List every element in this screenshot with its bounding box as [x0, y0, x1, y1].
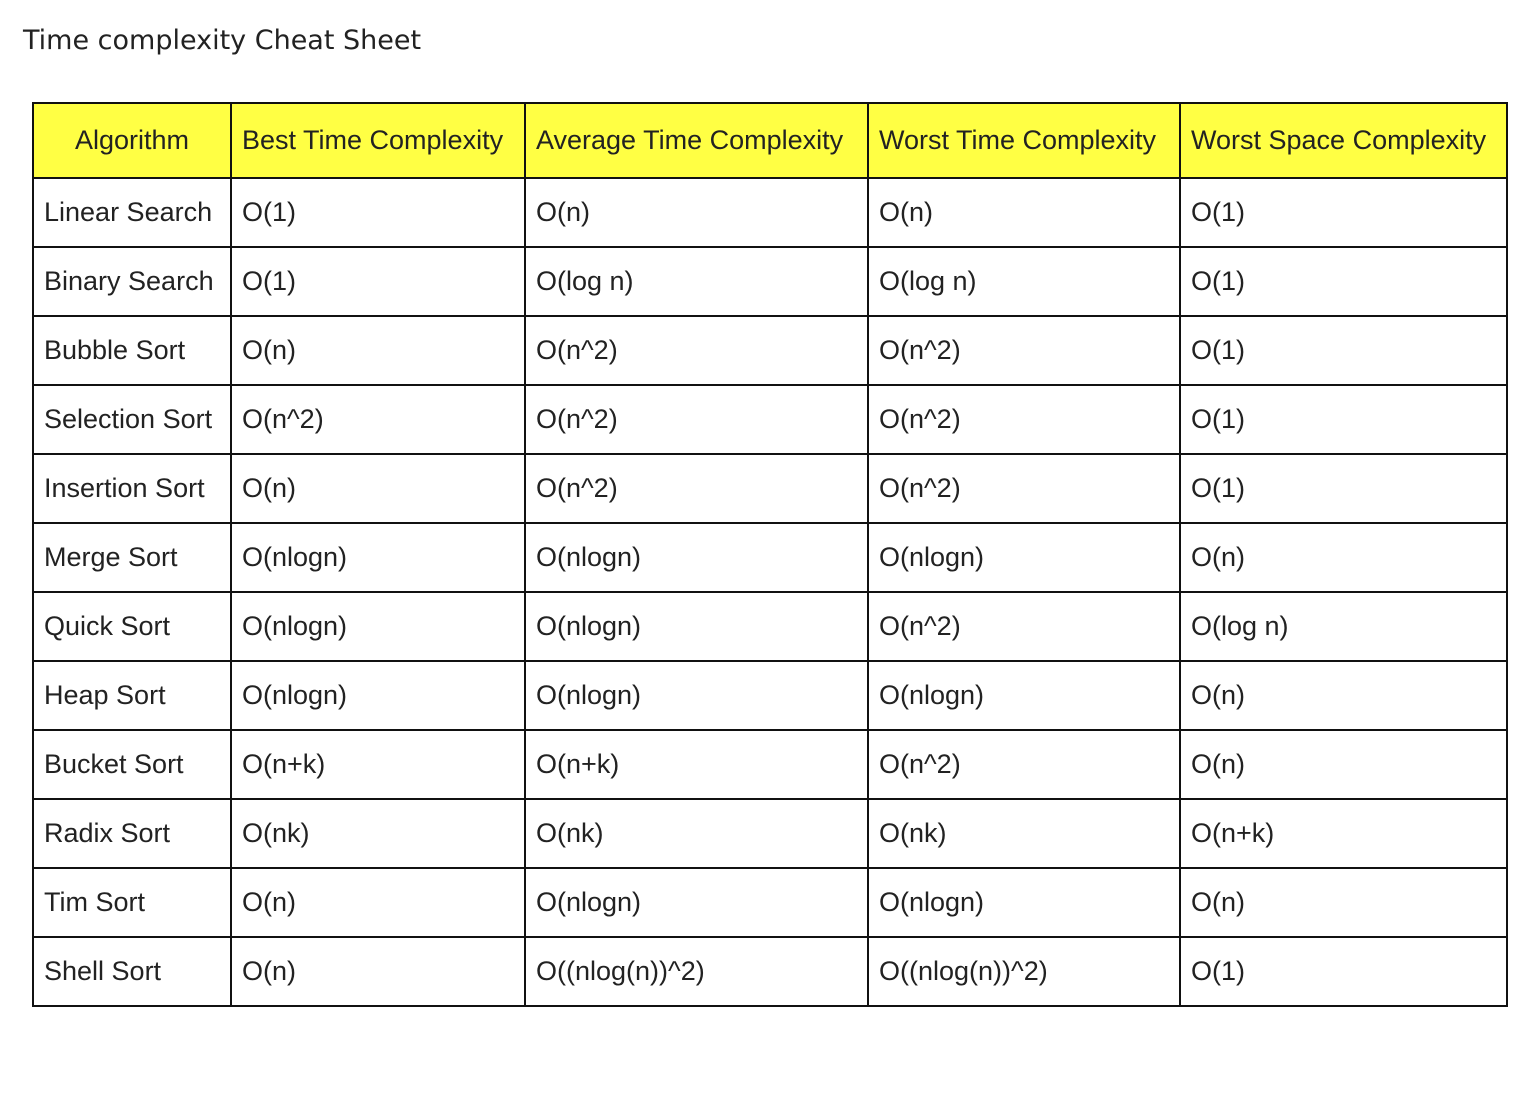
- cell-algorithm: Merge Sort: [32, 522, 232, 593]
- table-row: Heap Sort O(nlogn) O(nlogn) O(nlogn) O(n…: [32, 660, 1508, 731]
- cell-average-time: O(n^2): [524, 384, 869, 455]
- cell-best-time: O(n^2): [230, 384, 526, 455]
- header-worst-space: Worst Space Complexity: [1179, 102, 1508, 179]
- cell-best-time: O(n): [230, 453, 526, 524]
- cell-worst-time: O((nlog(n))^2): [867, 936, 1181, 1007]
- table-row: Radix Sort O(nk) O(nk) O(nk) O(n+k): [32, 798, 1508, 869]
- cell-worst-time: O(n^2): [867, 591, 1181, 662]
- cell-best-time: O(n): [230, 867, 526, 938]
- cell-worst-space: O(1): [1179, 384, 1508, 455]
- cell-worst-time: O(n^2): [867, 384, 1181, 455]
- cell-algorithm: Bubble Sort: [32, 315, 232, 386]
- cell-worst-time: O(n^2): [867, 453, 1181, 524]
- cell-algorithm: Insertion Sort: [32, 453, 232, 524]
- cell-worst-space: O(n+k): [1179, 798, 1508, 869]
- cell-average-time: O(n+k): [524, 729, 869, 800]
- table-row: Bucket Sort O(n+k) O(n+k) O(n^2) O(n): [32, 729, 1508, 800]
- cell-algorithm: Tim Sort: [32, 867, 232, 938]
- cell-average-time: O(nlogn): [524, 660, 869, 731]
- cell-worst-space: O(1): [1179, 315, 1508, 386]
- header-worst-time: Worst Time Complexity: [867, 102, 1181, 179]
- cell-worst-space: O(n): [1179, 522, 1508, 593]
- table-row: Shell Sort O(n) O((nlog(n))^2) O((nlog(n…: [32, 936, 1508, 1007]
- table-row: Tim Sort O(n) O(nlogn) O(nlogn) O(n): [32, 867, 1508, 938]
- cell-algorithm: Heap Sort: [32, 660, 232, 731]
- table-row: Binary Search O(1) O(log n) O(log n) O(1…: [32, 246, 1508, 317]
- cell-worst-space: O(n): [1179, 729, 1508, 800]
- complexity-table: Algorithm Best Time Complexity Average T…: [32, 102, 1508, 1007]
- cell-best-time: O(n): [230, 936, 526, 1007]
- table-row: Bubble Sort O(n) O(n^2) O(n^2) O(1): [32, 315, 1508, 386]
- cell-best-time: O(1): [230, 177, 526, 248]
- cell-average-time: O(nlogn): [524, 522, 869, 593]
- header-best-time: Best Time Complexity: [230, 102, 526, 179]
- cell-best-time: O(nlogn): [230, 591, 526, 662]
- table-row: Merge Sort O(nlogn) O(nlogn) O(nlogn) O(…: [32, 522, 1508, 593]
- table-row: Insertion Sort O(n) O(n^2) O(n^2) O(1): [32, 453, 1508, 524]
- cell-average-time: O(nk): [524, 798, 869, 869]
- cell-algorithm: Binary Search: [32, 246, 232, 317]
- cell-best-time: O(n+k): [230, 729, 526, 800]
- cell-algorithm: Quick Sort: [32, 591, 232, 662]
- cell-worst-space: O(1): [1179, 936, 1508, 1007]
- table-row: Quick Sort O(nlogn) O(nlogn) O(n^2) O(lo…: [32, 591, 1508, 662]
- cell-algorithm: Selection Sort: [32, 384, 232, 455]
- cell-average-time: O(n^2): [524, 453, 869, 524]
- cell-best-time: O(nlogn): [230, 660, 526, 731]
- table-body: Linear Search O(1) O(n) O(n) O(1) Binary…: [32, 177, 1508, 1007]
- cell-worst-time: O(log n): [867, 246, 1181, 317]
- cell-worst-time: O(n^2): [867, 315, 1181, 386]
- cell-best-time: O(nk): [230, 798, 526, 869]
- cell-best-time: O(1): [230, 246, 526, 317]
- cell-worst-time: O(nlogn): [867, 660, 1181, 731]
- table-header-row: Algorithm Best Time Complexity Average T…: [32, 102, 1508, 179]
- cell-average-time: O((nlog(n))^2): [524, 936, 869, 1007]
- cell-worst-time: O(n^2): [867, 729, 1181, 800]
- cell-average-time: O(nlogn): [524, 591, 869, 662]
- cell-algorithm: Linear Search: [32, 177, 232, 248]
- cell-worst-space: O(1): [1179, 453, 1508, 524]
- cell-worst-space: O(1): [1179, 246, 1508, 317]
- cell-worst-time: O(nlogn): [867, 867, 1181, 938]
- cell-average-time: O(nlogn): [524, 867, 869, 938]
- cell-worst-time: O(nk): [867, 798, 1181, 869]
- cell-algorithm: Shell Sort: [32, 936, 232, 1007]
- cell-best-time: O(n): [230, 315, 526, 386]
- table-row: Selection Sort O(n^2) O(n^2) O(n^2) O(1): [32, 384, 1508, 455]
- page-title: Time complexity Cheat Sheet: [23, 25, 422, 56]
- cell-algorithm: Radix Sort: [32, 798, 232, 869]
- cell-worst-space: O(1): [1179, 177, 1508, 248]
- cell-worst-space: O(n): [1179, 867, 1508, 938]
- cell-worst-space: O(log n): [1179, 591, 1508, 662]
- cell-worst-time: O(nlogn): [867, 522, 1181, 593]
- cell-best-time: O(nlogn): [230, 522, 526, 593]
- header-algorithm: Algorithm: [32, 102, 232, 179]
- cell-worst-space: O(n): [1179, 660, 1508, 731]
- cell-average-time: O(n^2): [524, 315, 869, 386]
- header-average-time: Average Time Complexity: [524, 102, 869, 179]
- cell-average-time: O(n): [524, 177, 869, 248]
- table-row: Linear Search O(1) O(n) O(n) O(1): [32, 177, 1508, 248]
- cell-average-time: O(log n): [524, 246, 869, 317]
- cell-worst-time: O(n): [867, 177, 1181, 248]
- cell-algorithm: Bucket Sort: [32, 729, 232, 800]
